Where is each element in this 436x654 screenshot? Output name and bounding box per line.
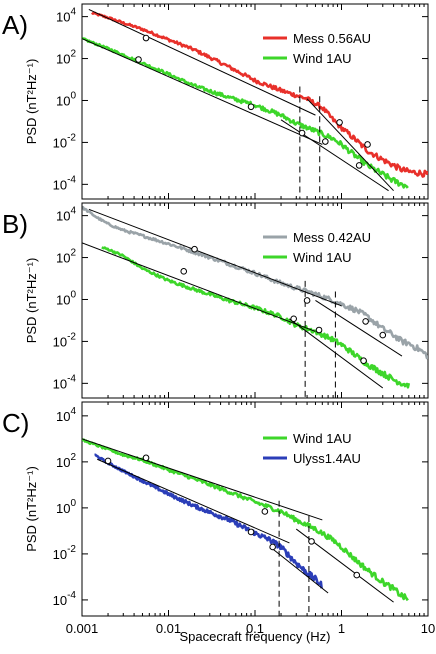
fit-marker: [322, 138, 329, 145]
fit-line: [306, 98, 394, 191]
fit-marker: [336, 119, 343, 126]
plot-area: [82, 205, 428, 398]
y-tick-label: 10-2: [53, 331, 77, 349]
y-tick-label: 102: [56, 248, 76, 266]
panel-label: C): [2, 408, 29, 438]
fit-marker: [379, 331, 387, 339]
plot-area: [82, 438, 409, 616]
y-axis-title: PSD (nT²Hz⁻¹): [24, 59, 39, 145]
fit-marker: [353, 571, 361, 579]
series-1-line: [82, 205, 428, 360]
fit-line: [82, 438, 323, 521]
fit-marker: [142, 454, 150, 462]
y-tick-label: 104: [56, 206, 76, 224]
legend-label: Wind 1AU: [293, 250, 352, 265]
y-tick-label: 10-4: [53, 590, 77, 608]
panel-2: 104 102 100 10-2 10-4 Mess 0.42AU Wind 1AU B) PS…: [2, 202, 429, 399]
y-axis-title: PSD (nT²Hz⁻¹): [24, 258, 39, 344]
fit-line: [82, 38, 323, 145]
fit-marker: [303, 297, 311, 304]
fit-marker: [355, 162, 363, 169]
fit-line: [97, 458, 290, 544]
x-tick-label: 1: [338, 621, 345, 636]
fit-marker: [360, 357, 367, 365]
fit-marker: [308, 538, 315, 545]
legend-label: Mess 0.56AU: [293, 31, 371, 46]
x-axis-title: Spacecraft frequency (Hz): [179, 629, 330, 644]
fit-marker: [104, 457, 112, 465]
fit-marker: [298, 129, 306, 137]
y-tick-label: 102: [56, 452, 76, 470]
fit-line: [289, 318, 384, 389]
legend-label: Wind 1AU: [293, 431, 352, 446]
y-tick-label: 100: [56, 498, 76, 516]
fit-marker: [261, 508, 269, 515]
series-1-line: [91, 11, 428, 178]
y-tick-label: 10-2: [53, 132, 77, 150]
fit-marker: [290, 315, 297, 323]
series-2-line: [94, 453, 323, 589]
panel-1: 104 102 100 10-2 10-4 Mess 0.56AU Wind 1AU A) PS…: [2, 3, 429, 200]
panel-label: B): [2, 209, 28, 239]
panel-3: 104 102 100 10-2 10-4 0.001 0.01 0.1 1 10 Wind 1AU…: [2, 401, 435, 636]
y-axis-title: PSD (nT²Hz⁻¹): [24, 466, 39, 552]
legend-label: Wind 1AU: [293, 51, 352, 66]
fit-line: [82, 242, 316, 332]
legend-label: Mess 0.42AU: [293, 230, 371, 245]
y-tick-label: 102: [56, 49, 76, 67]
panel-label: A): [2, 10, 28, 40]
fit-line: [88, 208, 342, 307]
x-tick-label: 0.001: [66, 621, 99, 636]
y-tick-label: 10-4: [53, 174, 77, 192]
plot-area: [82, 8, 428, 199]
x-tick-label: 10: [421, 621, 435, 636]
fit-marker: [247, 528, 255, 536]
y-tick-label: 10-2: [53, 544, 77, 562]
fit-line: [269, 546, 329, 594]
fit-marker: [362, 318, 369, 325]
fit-marker: [135, 56, 142, 63]
fit-marker: [247, 103, 255, 111]
series-1-line: [82, 438, 409, 602]
legend-label: Ulyss1.4AU: [293, 451, 361, 466]
fit-marker: [269, 543, 276, 551]
fit-marker: [315, 326, 323, 334]
fit-line: [88, 8, 316, 116]
y-tick-label: 10-4: [53, 373, 77, 391]
y-tick-label: 104: [56, 406, 76, 424]
fit-line: [315, 300, 403, 357]
fit-marker: [180, 268, 188, 275]
y-tick-label: 100: [56, 289, 76, 307]
x-tick-label: 0.01: [156, 621, 181, 636]
y-tick-label: 100: [56, 90, 76, 108]
plot-frame: [81, 401, 429, 617]
fit-marker: [364, 141, 371, 148]
y-tick-label: 104: [56, 7, 76, 25]
x-tick-label: 0.1: [246, 621, 264, 636]
fit-marker: [191, 245, 198, 253]
fit-marker: [142, 34, 150, 42]
series-2-line: [101, 246, 411, 389]
fit-line: [280, 119, 389, 192]
